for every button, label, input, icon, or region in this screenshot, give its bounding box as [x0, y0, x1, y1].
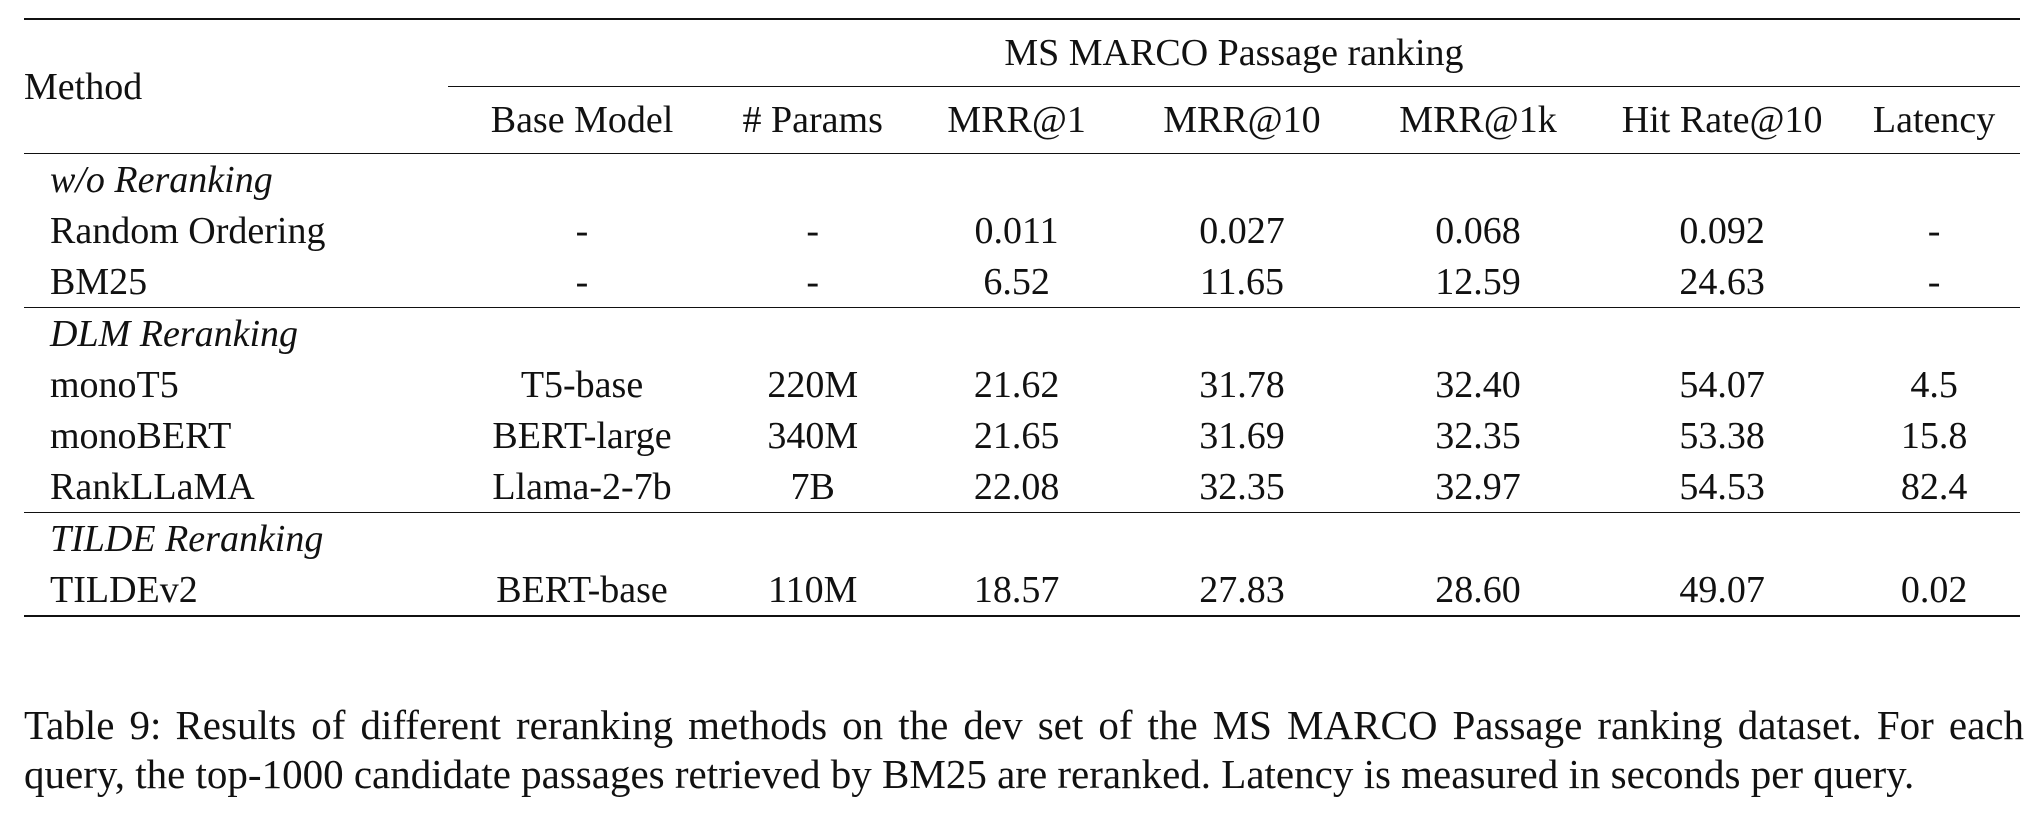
column-header-mrr1: MRR@1	[947, 99, 1086, 141]
hit-rate10-cell: 0.092	[1679, 209, 1765, 252]
table-row: RankLLaMA Llama-2-7b 7B 22.08 32.35 32.9…	[24, 461, 2020, 513]
mrr10-cell: 32.35	[1199, 465, 1285, 508]
base-model-cell: -	[575, 260, 589, 303]
method-cell: BM25	[50, 260, 148, 303]
hit-rate10-cell: 24.63	[1679, 260, 1765, 303]
mrr1-cell: 0.011	[974, 209, 1059, 252]
mrr1k-cell: 12.59	[1435, 260, 1521, 303]
mrr10-cell: 0.027	[1199, 209, 1285, 252]
mrr10-cell: 31.78	[1199, 363, 1285, 406]
method-cell: RankLLaMA	[50, 465, 255, 508]
latency-cell: 15.8	[1900, 414, 1968, 457]
caption-text: Results of different reranking methods o…	[24, 702, 2025, 797]
dataset-group-header: MS MARCO Passage ranking	[447, 18, 2020, 87]
mrr1k-cell: 28.60	[1359, 564, 1597, 617]
section-header-row: TILDE Reranking	[24, 512, 2020, 564]
section-title: DLM Reranking	[24, 307, 2020, 359]
table-row: BM25 - - 6.52 11.65 12.59 24.63 -	[24, 256, 2020, 308]
section-title: w/o Reranking	[50, 158, 273, 201]
method-cell: Random Ordering	[50, 209, 326, 252]
table-row: Random Ordering - - 0.011 0.027 0.068 0.…	[24, 205, 2020, 256]
base-model-cell: BERT-base	[447, 564, 717, 617]
latency-cell: 0.02	[1848, 564, 2020, 617]
table-row: monoBERT BERT-large 340M 21.65 31.69 32.…	[24, 410, 2020, 461]
mrr1k-cell: 32.35	[1435, 414, 1521, 457]
mrr1k-cell: 32.40	[1435, 363, 1521, 406]
column-header-hit-rate10: Hit Rate@10	[1621, 99, 1823, 141]
mrr1-cell: 21.65	[973, 414, 1060, 457]
mrr1-cell: 6.52	[983, 260, 1050, 303]
latency-cell: 82.4	[1900, 465, 1968, 508]
method-column-header: Method	[24, 18, 448, 154]
base-model-cell: Llama-2-7b	[492, 465, 672, 508]
hit-rate10-cell: 54.53	[1679, 465, 1765, 508]
mrr1k-cell: 32.97	[1435, 465, 1521, 508]
column-header-base-model: Base Model	[490, 99, 674, 141]
params-cell: 7B	[790, 465, 835, 508]
table-row: TILDEv2 BERT-base 110M 18.57 27.83 28.60…	[24, 564, 2020, 617]
latency-cell: 4.5	[1910, 363, 1958, 406]
column-header-mrr10: MRR@10	[1163, 99, 1321, 141]
caption-label: Table 9:	[24, 702, 162, 748]
section-header-row: DLM Reranking	[24, 307, 2020, 359]
column-header-latency: Latency	[1872, 99, 1996, 141]
section-header-row: w/o Reranking	[24, 154, 2020, 206]
mrr1-cell: 22.08	[973, 465, 1060, 508]
column-header-params: # Params	[742, 99, 883, 141]
latency-cell: -	[1927, 209, 1941, 252]
method-cell: monoT5	[50, 363, 179, 406]
hit-rate10-cell: 49.07	[1596, 564, 1849, 617]
hit-rate10-cell: 54.07	[1679, 363, 1765, 406]
params-cell: 220M	[767, 363, 859, 406]
base-model-cell: BERT-large	[492, 414, 672, 457]
base-model-cell: T5-base	[520, 363, 644, 406]
mrr1-cell: 18.57	[909, 564, 1124, 617]
table-header-row-1: Method MS MARCO Passage ranking	[24, 18, 2020, 154]
results-table: Method MS MARCO Passage ranking Base Mod…	[24, 18, 2020, 617]
method-cell: TILDEv2	[24, 564, 448, 617]
latency-cell: -	[1927, 260, 1941, 303]
params-cell: 340M	[767, 414, 859, 457]
params-cell: -	[806, 209, 820, 252]
table-row: monoT5 T5-base 220M 21.62 31.78 32.40 54…	[24, 359, 2020, 410]
column-header-mrr1k: MRR@1k	[1399, 99, 1557, 141]
mrr10-cell: 31.69	[1199, 414, 1285, 457]
method-cell: monoBERT	[50, 414, 232, 457]
base-model-cell: -	[575, 209, 589, 252]
params-cell: 110M	[716, 564, 910, 617]
table-header-row-2: Base Model # Params MRR@1 MRR@10 MRR@1k …	[24, 87, 2020, 154]
mrr10-cell: 27.83	[1123, 564, 1360, 617]
hit-rate10-cell: 53.38	[1679, 414, 1765, 457]
params-cell: -	[806, 260, 820, 303]
table-caption: Table 9: Results of different reranking m…	[24, 701, 2024, 799]
mrr1k-cell: 0.068	[1435, 209, 1521, 252]
mrr10-cell: 11.65	[1199, 260, 1284, 303]
section-title: TILDE Reranking	[24, 512, 2020, 564]
mrr1-cell: 21.62	[973, 363, 1060, 406]
